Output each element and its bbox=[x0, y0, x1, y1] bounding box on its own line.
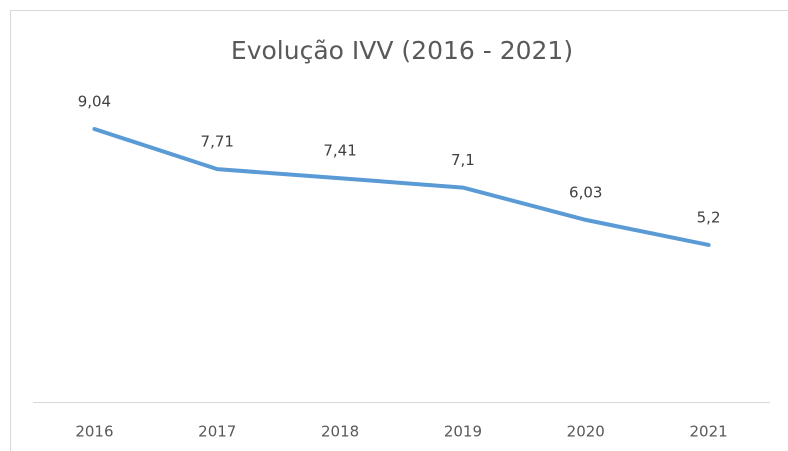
data-label: 5,2 bbox=[697, 208, 721, 226]
data-label: 7,41 bbox=[323, 142, 356, 160]
data-label: 7,71 bbox=[201, 133, 234, 151]
x-tick-label: 2021 bbox=[689, 423, 727, 441]
data-label: 6,03 bbox=[569, 183, 602, 201]
x-tick-label: 2018 bbox=[321, 423, 359, 441]
x-tick-label: 2016 bbox=[75, 423, 113, 441]
x-tick-label: 2017 bbox=[198, 423, 236, 441]
line bbox=[92, 126, 711, 247]
x-tick-label: 2019 bbox=[444, 423, 482, 441]
x-tick-label: 2020 bbox=[567, 423, 605, 441]
data-label: 9,04 bbox=[78, 92, 111, 110]
chart-title: Evolução IVV (2016 - 2021) bbox=[231, 36, 573, 65]
data-label: 7,1 bbox=[451, 151, 475, 169]
